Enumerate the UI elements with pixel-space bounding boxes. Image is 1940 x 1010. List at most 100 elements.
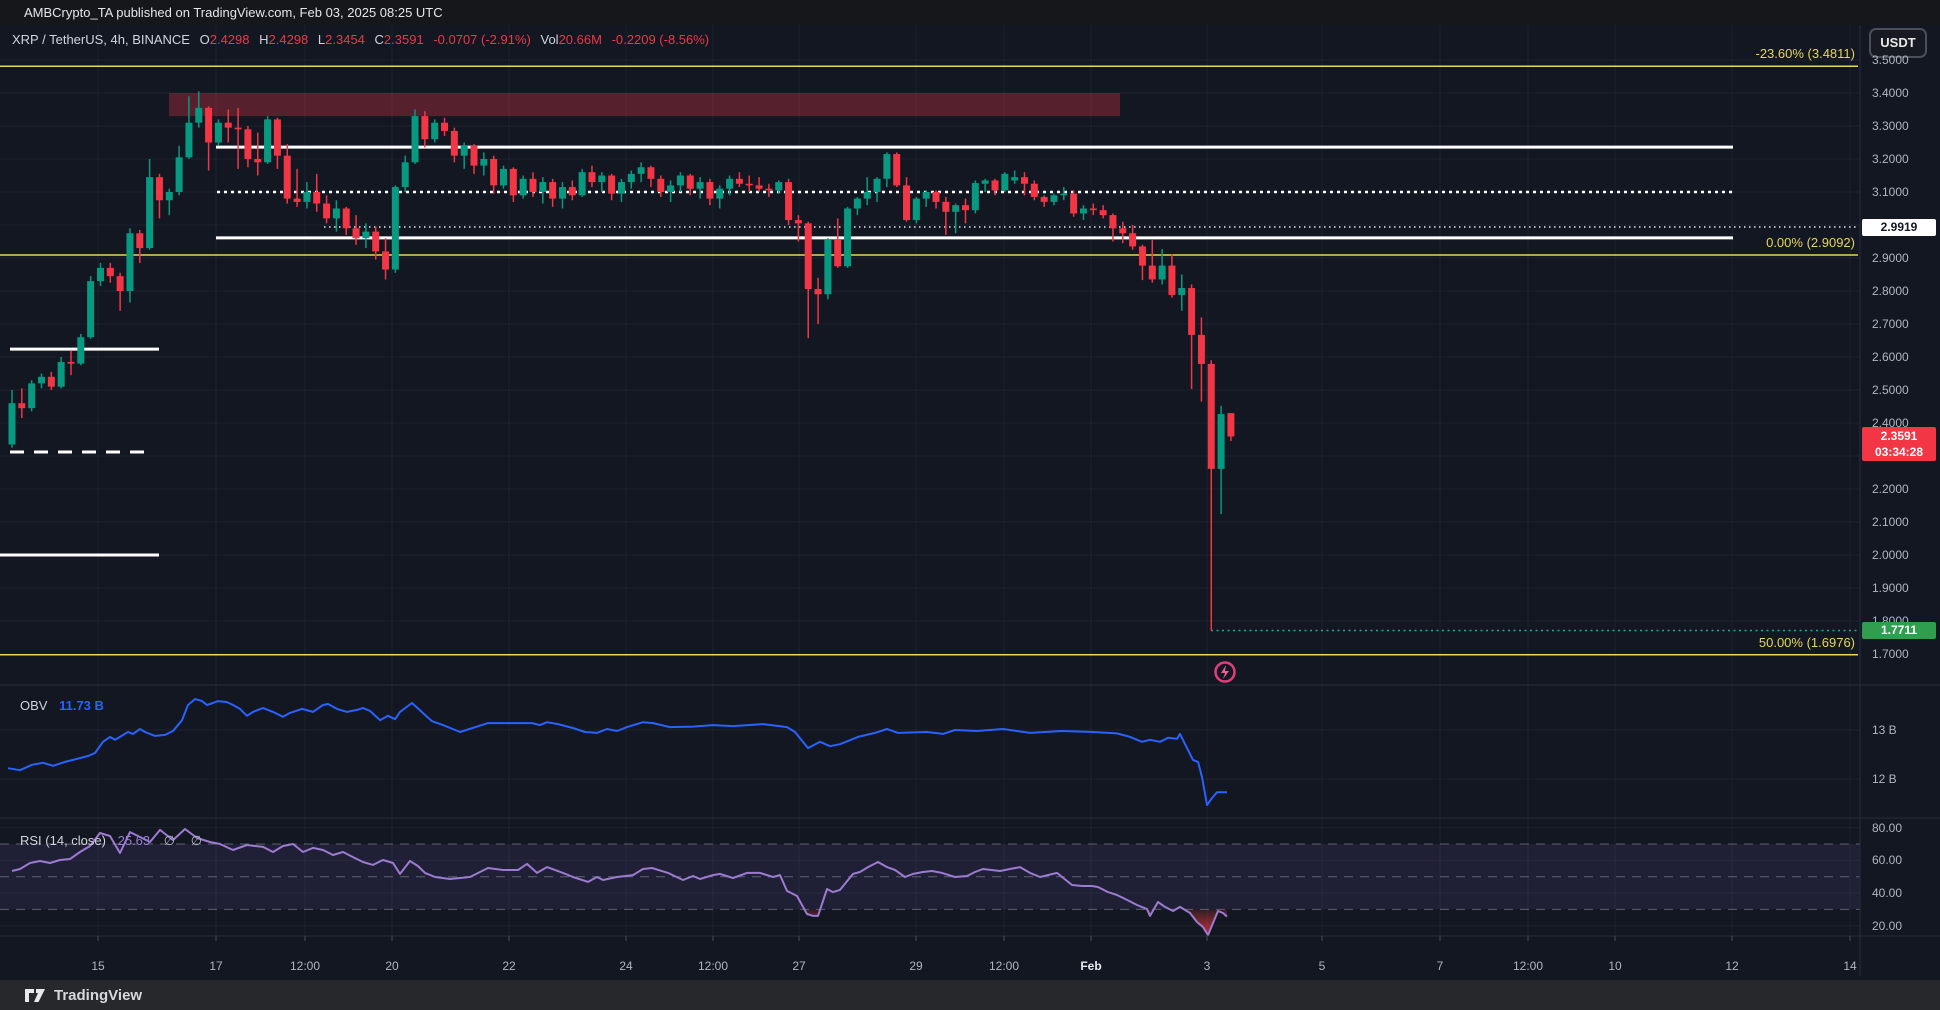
- candle-body: [273, 119, 281, 156]
- footer-brand[interactable]: TradingView: [54, 986, 143, 1004]
- symbol-title[interactable]: XRP / TetherUS, 4h, BINANCE: [12, 32, 190, 47]
- price-axis-label: 2.6000: [1872, 350, 1909, 364]
- candle-body: [676, 175, 684, 186]
- ohlc-close-value: 2.3591: [383, 32, 424, 47]
- time-axis-label: 12:00: [988, 959, 1020, 973]
- candle-body: [1109, 215, 1117, 229]
- ohlc-high-label: H: [259, 32, 269, 47]
- candle-body: [106, 267, 114, 277]
- candle-body: [28, 383, 36, 409]
- candle-body: [441, 122, 449, 131]
- candle-body: [1011, 177, 1019, 181]
- candle-body: [686, 175, 694, 189]
- candle-body: [991, 180, 999, 191]
- candle-body: [1227, 413, 1235, 437]
- candle-body: [509, 168, 517, 196]
- candle-body: [500, 168, 507, 186]
- candle-body: [765, 188, 773, 191]
- candle-body: [254, 159, 262, 163]
- candle-body: [804, 223, 812, 290]
- candle-body: [1001, 173, 1009, 191]
- price-axis-label: 1.7000: [1872, 647, 1909, 661]
- bar-countdown: 03:34:28: [1874, 445, 1924, 459]
- rsi-legend[interactable]: RSI (14, close) 25.63 ∅ ∅: [20, 833, 208, 849]
- rsi-axis-label: 60.00: [1872, 853, 1903, 868]
- candle-body: [942, 201, 950, 212]
- candle-body: [411, 116, 419, 163]
- ohlc-high-value: 2.4298: [268, 32, 309, 47]
- time-axis-label: 5: [1318, 959, 1326, 973]
- obv-axis-label: 12 B: [1872, 772, 1897, 786]
- candle-body: [617, 182, 625, 194]
- candle-body: [165, 192, 173, 201]
- candle-body: [47, 376, 55, 387]
- candle-body: [362, 231, 370, 239]
- candle-body: [96, 267, 104, 282]
- currency-toggle-button[interactable]: USDT: [1869, 28, 1927, 58]
- candle-body: [1207, 363, 1215, 469]
- time-axis-label: 3: [1203, 959, 1211, 973]
- obv-label: OBV: [20, 698, 48, 713]
- candle-body: [195, 107, 203, 123]
- candle-body: [1217, 414, 1225, 469]
- candle-body: [608, 175, 616, 194]
- rsi-empty-set-icons: ∅ ∅: [163, 833, 209, 848]
- candle-body: [126, 233, 134, 291]
- candle-body: [627, 173, 635, 183]
- volume-label: Vol: [540, 32, 559, 47]
- candle-body: [155, 177, 163, 201]
- candle-body: [775, 182, 783, 191]
- candle-body: [1020, 177, 1028, 184]
- candle-body: [1158, 265, 1166, 280]
- candle-body: [313, 192, 321, 204]
- time-axis-label: 15: [91, 959, 105, 973]
- candle-body: [1099, 210, 1107, 216]
- rsi-label: RSI (14, close): [20, 833, 106, 848]
- obv-legend[interactable]: OBV 11.73 B: [20, 698, 104, 713]
- candle-body: [1197, 334, 1205, 364]
- candle-body: [1060, 193, 1068, 196]
- candle-body: [1030, 183, 1038, 197]
- price-axis-label: 3.3000: [1872, 119, 1909, 133]
- candle-body: [1129, 233, 1137, 247]
- time-axis-label: 7: [1436, 959, 1444, 973]
- current-price-badge: 2.3591 03:34:28: [1862, 427, 1936, 461]
- candle-body: [696, 182, 704, 189]
- volume-value: 20.66M: [558, 32, 602, 47]
- candle-body: [382, 251, 390, 270]
- low-price-badge: 1.7711: [1862, 622, 1936, 639]
- price-axis-label: 2.1000: [1872, 515, 1909, 529]
- candle-body: [598, 175, 606, 183]
- price-axis-label: 2.9000: [1872, 251, 1909, 265]
- candle-body: [234, 127, 242, 130]
- candle-body: [962, 205, 970, 211]
- tradingview-logo[interactable]: [24, 987, 46, 1003]
- current-price-value: 2.3591: [1880, 429, 1918, 443]
- candle-body: [519, 178, 527, 196]
- candle-body: [912, 198, 920, 221]
- candle-body: [224, 122, 232, 128]
- lightning-bolt: [1221, 665, 1229, 679]
- time-axis-label: Feb: [1080, 959, 1102, 973]
- candle-body: [568, 187, 576, 196]
- candle-body: [755, 185, 763, 189]
- price-axis-label: 1.9000: [1872, 581, 1909, 595]
- price-axis-label: 3.2000: [1872, 152, 1909, 166]
- candle-body: [1040, 196, 1048, 202]
- price-axis-label: 2.5000: [1872, 383, 1909, 397]
- ohlc-low-value: 2.3454: [325, 32, 365, 47]
- candle-body: [332, 208, 340, 219]
- price-axis-label: 2.0000: [1872, 548, 1909, 562]
- candle-body: [1119, 228, 1127, 234]
- ohlc-open-label: O: [199, 32, 210, 47]
- symbol-legend[interactable]: XRP / TetherUS, 4h, BINANCE O2.4298 H2.4…: [12, 32, 709, 47]
- candle-body: [401, 162, 409, 188]
- candle-body: [67, 361, 75, 364]
- price-axis-label: 2.4000: [1872, 416, 1909, 430]
- candle-body: [922, 192, 930, 199]
- candle-body: [971, 183, 979, 211]
- candle-body: [421, 116, 429, 140]
- candle-body: [588, 172, 596, 183]
- candle-body: [657, 178, 665, 192]
